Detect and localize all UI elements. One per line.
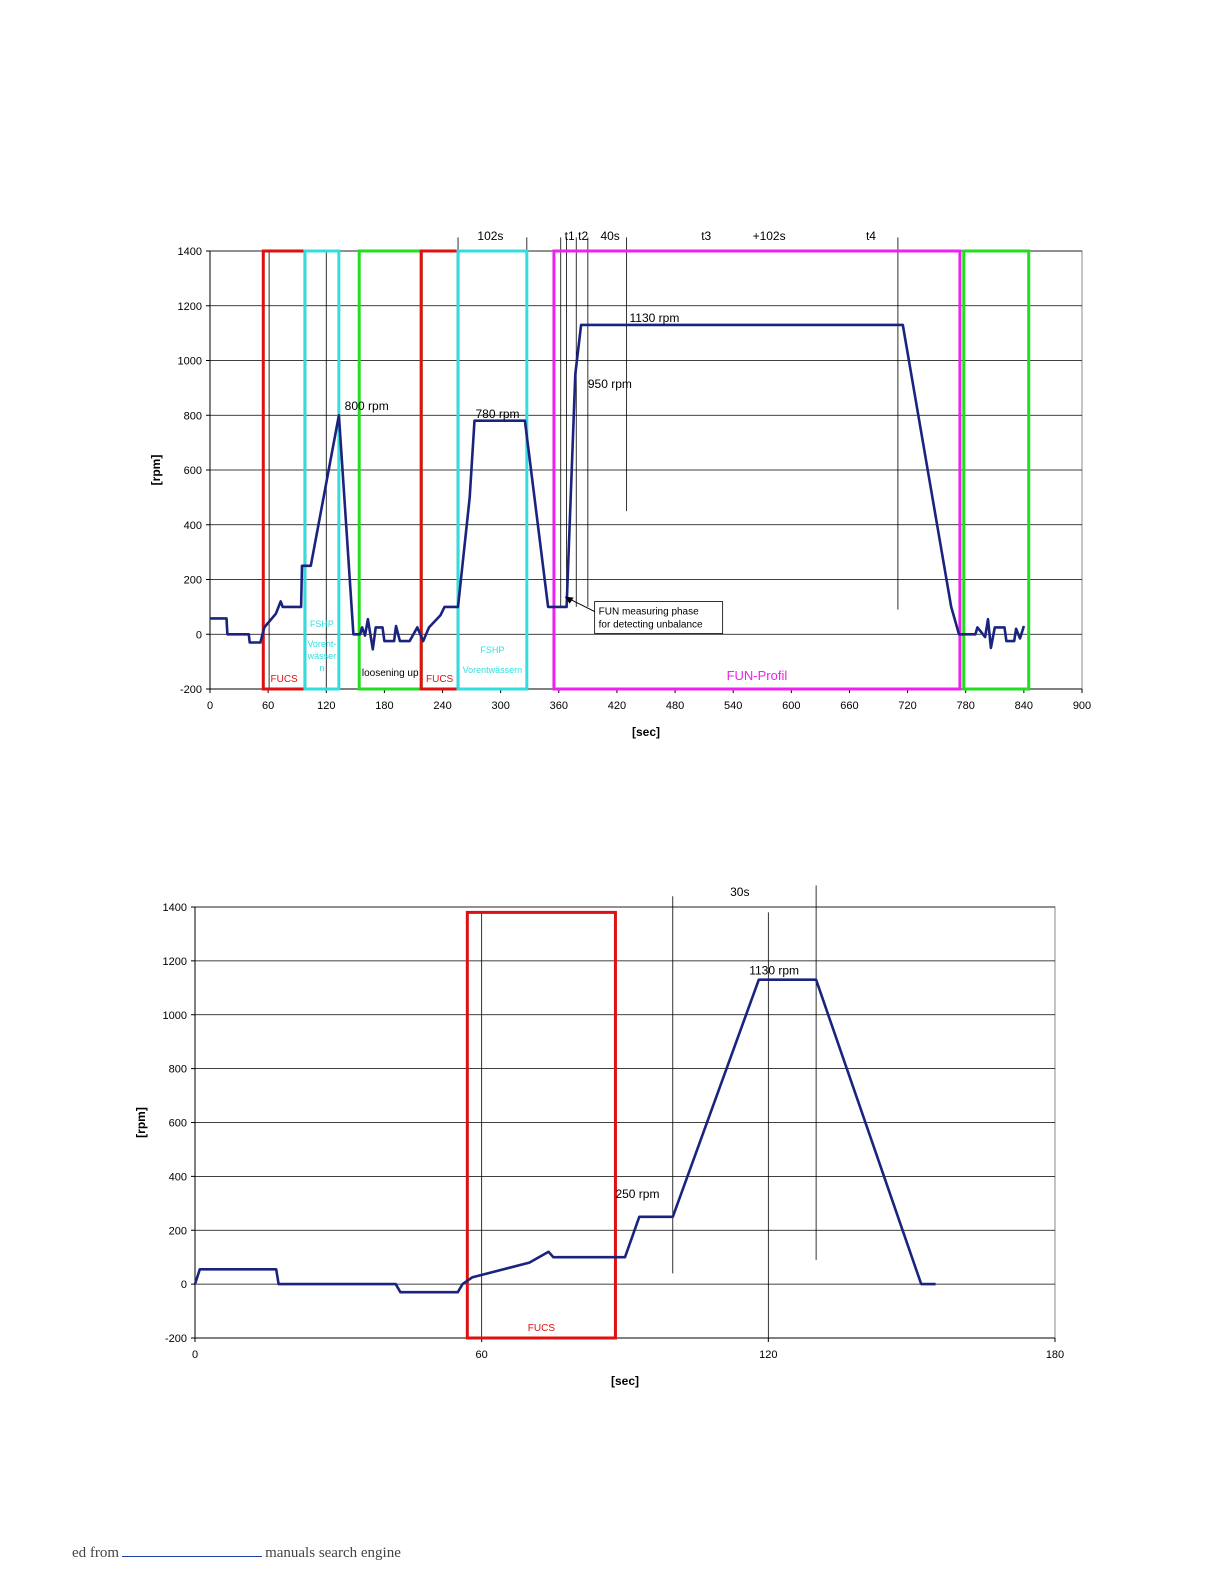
c1-region-label-3: FUCS (426, 674, 454, 685)
c1-callout-box (594, 601, 724, 634)
c1-xtick-label-15: 900 (1073, 700, 1091, 712)
c2-ytick-label-5: 800 (169, 1064, 187, 1076)
c1-ytick-label-7: 1200 (178, 301, 202, 313)
c2-xtick-label-2: 120 (759, 1349, 777, 1361)
c1-annotation-9: +102s (753, 229, 786, 243)
c2-annotation-0: 30s (730, 885, 749, 899)
c1-annotation-0: 800 rpm (345, 399, 389, 413)
c1-region-4 (456, 249, 529, 691)
c1-region-sublabel-1-0: Vorent- (307, 639, 336, 649)
c2-ytick-label-2: 200 (169, 1225, 187, 1237)
c2-y-axis-label: [rpm] (134, 1107, 148, 1138)
c1-callout-arrow-head (564, 596, 574, 604)
c1-annotation-6: t2 (578, 229, 588, 243)
footer-suffix: manuals search engine (265, 1545, 401, 1561)
c2-ytick-label-1: 0 (181, 1279, 187, 1291)
c1-region-label-5: FUN-Profil (727, 668, 788, 683)
c1-ytick-label-2: 200 (184, 575, 202, 587)
c1-ytick-label-6: 1000 (178, 356, 202, 368)
c1-region-sublabel-1-1: wässer (307, 651, 337, 661)
c1-annotation-1: 780 rpm (475, 407, 519, 421)
c1-xtick-label-9: 540 (724, 700, 742, 712)
c2-ytick-label-3: 400 (169, 1171, 187, 1183)
c1-annotation-3: 950 rpm (588, 377, 632, 391)
c1-xtick-label-0: 0 (207, 700, 213, 712)
c1-annotation-7: 40s (600, 229, 619, 243)
c1-annotation-2: 1130 rpm (630, 311, 680, 325)
c1-x-axis-label: [sec] (632, 725, 660, 739)
c2-ytick-label-6: 1000 (163, 1010, 187, 1022)
c1-xtick-label-14: 840 (1015, 700, 1033, 712)
c1-xtick-label-8: 480 (666, 700, 684, 712)
c1-xtick-label-4: 240 (433, 700, 451, 712)
c2-xtick-label-3: 180 (1046, 1349, 1064, 1361)
c1-xtick-label-10: 600 (782, 700, 800, 712)
c1-xtick-label-7: 420 (608, 700, 626, 712)
c1-xtick-label-3: 180 (375, 700, 393, 712)
c2-ytick-label-7: 1200 (163, 956, 187, 968)
c1-annotation-8: t3 (701, 229, 711, 243)
c1-annotation-5: t1 (565, 229, 575, 243)
c1-region-label-0: FUCS (271, 674, 299, 685)
c1-ytick-label-5: 800 (184, 410, 202, 422)
chart-1: -200 0 200 400 600 800 1000 1200 1400 0 60 120 180 24… (149, 229, 1091, 739)
c1-annotation-10: t4 (866, 229, 876, 243)
page-footer: ed from manuals search engine (72, 1542, 401, 1562)
c1-callout-line-2: for detecting unbalance (599, 620, 703, 631)
c2-xtick-label-0: 0 (192, 1349, 198, 1361)
c1-xtick-label-11: 660 (840, 700, 858, 712)
c2-region-0 (465, 910, 617, 1340)
c1-ytick-label-4: 600 (184, 465, 202, 477)
c1-xtick-label-6: 360 (550, 700, 568, 712)
c1-region-label-1: FSHP (310, 619, 334, 629)
c2-annotation-1: 1130 rpm (749, 963, 799, 977)
c1-annotation-4: 102s (477, 229, 503, 243)
c2-x-axis-label: [sec] (611, 1374, 639, 1388)
c2-ytick-label-0: -200 (165, 1333, 187, 1345)
c1-xtick-label-1: 60 (262, 700, 274, 712)
c1-region-label-2: loosening up (362, 668, 419, 679)
c1-ytick-label-3: 400 (184, 520, 202, 532)
c1-ytick-label-1: 0 (196, 629, 202, 641)
footer-link-blank[interactable] (122, 1542, 263, 1557)
c2-region-label-0: FUCS (528, 1323, 556, 1334)
c1-xtick-label-12: 720 (898, 700, 916, 712)
c1-callout-line-1: FUN measuring phase (599, 607, 699, 618)
c1-region-5 (552, 249, 962, 691)
c1-xtick-label-2: 120 (317, 700, 335, 712)
footer-prefix: ed from (72, 1545, 120, 1561)
c2-annotation-2: 250 rpm (615, 1187, 659, 1201)
c1-xtick-label-5: 300 (491, 700, 509, 712)
c1-region-sublabel-1-2: n (319, 663, 324, 673)
c2-ytick-label-8: 1400 (163, 902, 187, 914)
c1-region-label-4: FSHP (480, 645, 504, 655)
c2-series-line-0 (193, 978, 936, 1294)
c1-ytick-label-8: 1400 (178, 246, 202, 258)
c1-series-line-0 (210, 323, 1026, 651)
c1-region-6 (962, 249, 1031, 691)
c1-region-1 (303, 249, 341, 691)
c1-xtick-label-13: 780 (957, 700, 975, 712)
c2-xtick-label-1: 60 (476, 1349, 488, 1361)
c1-y-axis-label: [rpm] (149, 455, 163, 486)
c2-ytick-label-4: 600 (169, 1118, 187, 1130)
c1-region-sublabel-4-0: Vorentwässern (463, 665, 523, 675)
c1-ytick-label-0: -200 (180, 684, 202, 696)
